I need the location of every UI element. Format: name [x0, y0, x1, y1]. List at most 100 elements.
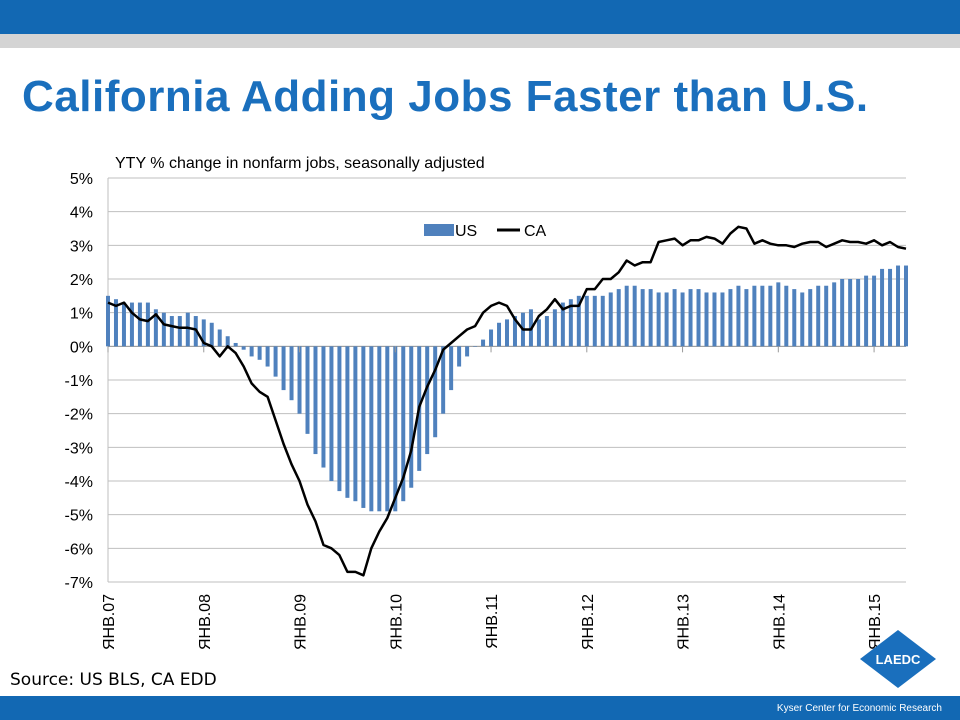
us-bar [241, 346, 246, 350]
us-bar [321, 346, 326, 468]
us-bar [217, 329, 222, 347]
us-bar [600, 295, 605, 347]
us-bar [289, 346, 294, 401]
x-tick-label: ЯНВ.07 [101, 594, 118, 650]
source-note: Source: US BLS, CA EDD [10, 670, 217, 690]
us-bar [744, 289, 749, 347]
us-bar [752, 285, 757, 347]
us-bar [401, 346, 406, 502]
us-bar [305, 346, 310, 434]
us-bar [616, 289, 621, 347]
us-bar [736, 285, 741, 347]
us-bar [656, 292, 661, 347]
us-bar [129, 302, 134, 347]
us-bar [640, 289, 645, 347]
header-band [0, 0, 960, 34]
us-bar [249, 346, 254, 357]
us-bar [760, 285, 765, 347]
slide-title: California Adding Jobs Faster than U.S. [22, 72, 869, 121]
x-tick-label: ЯНВ.13 [676, 594, 693, 650]
x-tick-label: ЯНВ.08 [197, 594, 214, 650]
us-bar [680, 292, 685, 347]
x-tick-label: ЯНВ.09 [293, 594, 310, 650]
us-bar [584, 295, 589, 347]
us-bar [113, 299, 118, 347]
us-bar [505, 319, 509, 347]
us-bar [265, 346, 270, 367]
us-bar [137, 302, 142, 347]
us-bar [832, 282, 837, 347]
us-bar [840, 279, 845, 347]
us-bar [688, 289, 693, 347]
us-bar [768, 285, 773, 347]
y-tick-label: -1% [65, 373, 93, 390]
legend-swatch-us [424, 224, 454, 236]
us-bar [257, 346, 262, 360]
us-bar [209, 322, 214, 347]
us-bar [824, 285, 829, 347]
us-bar [792, 289, 797, 347]
us-bar [201, 319, 206, 347]
us-bar [106, 295, 110, 347]
us-bar [728, 289, 733, 347]
us-bar [337, 346, 342, 492]
us-bar [345, 346, 350, 498]
us-bar [672, 289, 677, 347]
y-tick-label: 4% [70, 205, 93, 222]
x-tick-label: ЯНВ.10 [388, 594, 405, 650]
y-tick-label: 0% [70, 339, 93, 356]
us-bar [704, 292, 709, 347]
us-bar [161, 312, 166, 347]
us-bar [784, 285, 789, 347]
us-bar [624, 285, 629, 347]
us-bar [552, 309, 557, 347]
footer-band [0, 696, 960, 720]
us-bar [449, 346, 454, 391]
us-bar [560, 302, 565, 347]
us-bar [592, 295, 597, 347]
us-bar [409, 346, 414, 488]
us-bar [385, 346, 390, 512]
us-bar [888, 268, 893, 347]
footer-text: Kyser Center for Economic Research [776, 703, 942, 714]
svg-text:LAEDC: LAEDC [876, 652, 921, 667]
us-bar [169, 316, 174, 347]
legend-label-ca: CA [524, 223, 547, 240]
us-bar [185, 312, 190, 347]
legend-label-us: US [455, 223, 477, 240]
us-bar [393, 346, 398, 512]
y-tick-label: -6% [65, 541, 93, 558]
x-tick-label: ЯНВ.11 [484, 594, 501, 649]
us-bar [353, 346, 358, 502]
us-bar [856, 279, 861, 347]
us-bar [848, 279, 853, 347]
us-bar [369, 346, 374, 512]
x-tick-label: ЯНВ.14 [771, 594, 788, 650]
us-bar [712, 292, 717, 347]
y-tick-label: -7% [65, 575, 93, 592]
us-bar [872, 275, 877, 347]
us-bar [648, 289, 653, 347]
us-bar [808, 289, 813, 347]
us-bar [664, 292, 669, 347]
y-tick-label: 1% [70, 306, 93, 323]
ca-line [107, 225, 907, 577]
us-bar [896, 265, 901, 347]
laedc-logo-icon: LAEDC [860, 630, 936, 688]
us-bar [465, 346, 470, 357]
us-bar [153, 309, 158, 347]
us-bar [512, 316, 517, 347]
us-bar [313, 346, 318, 455]
us-bar [297, 346, 302, 414]
y-tick-label: -4% [65, 474, 93, 491]
us-bar [720, 292, 725, 347]
us-bar [225, 336, 230, 347]
x-tick-label: ЯНВ.12 [580, 594, 597, 650]
us-bar [177, 316, 182, 347]
us-bar [696, 289, 701, 347]
us-bar [433, 346, 438, 438]
chart-title: YTY % change in nonfarm jobs, seasonally… [115, 155, 485, 172]
us-bar [497, 322, 502, 347]
us-bar [544, 316, 549, 347]
us-bar [568, 299, 573, 347]
